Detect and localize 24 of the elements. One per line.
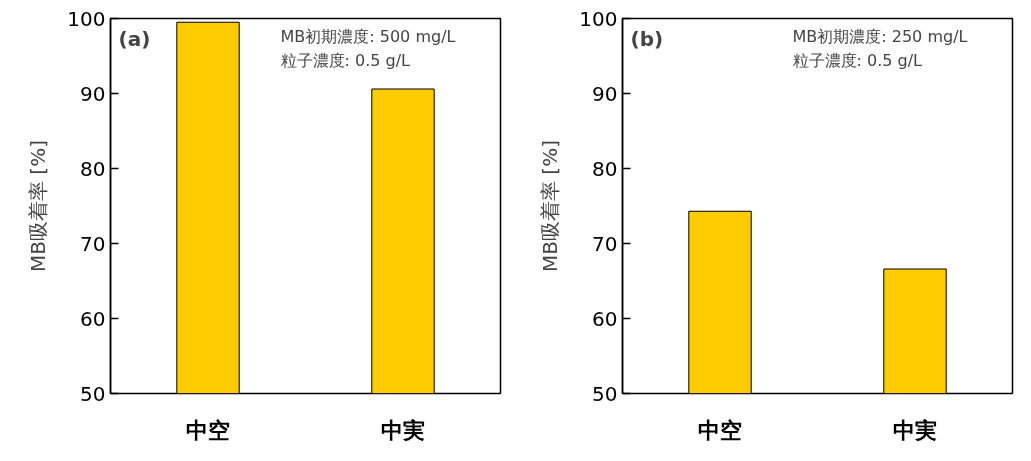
y-axis-title: MB吸着率 [%]: [538, 140, 563, 272]
y-tick-label: 90: [592, 81, 618, 106]
x-tick-label: 中実: [381, 417, 425, 443]
annotation: 粒子濃度: 0.5 g/L: [792, 50, 923, 70]
y-tick-label: 60: [592, 306, 618, 331]
y-tick-label: 50: [592, 381, 618, 406]
annotation: 粒子濃度: 0.5 g/L: [280, 50, 411, 70]
y-axis-title: MB吸着率 [%]: [26, 140, 51, 272]
x-tick-label: 中空: [698, 417, 742, 443]
y-tick-label: 80: [80, 156, 106, 181]
annotation: MB初期濃度: 500 mg/L: [280, 26, 456, 46]
y-tick-label: 90: [80, 81, 106, 106]
x-tick-label: 中実: [893, 417, 937, 443]
annotation: MB初期濃度: 250 mg/L: [792, 26, 968, 46]
y-tick-label: 50: [80, 381, 106, 406]
y-tick-label: 60: [80, 306, 106, 331]
y-tick-label: 100: [67, 6, 106, 31]
y-tick-label: 70: [80, 231, 106, 256]
y-tick-label: 70: [592, 231, 618, 256]
y-tick-label: 100: [579, 6, 618, 31]
annotation: (a): [118, 26, 151, 51]
x-tick-label: 中空: [186, 417, 230, 443]
annotation: (b): [630, 26, 664, 51]
y-tick-label: 80: [592, 156, 618, 181]
